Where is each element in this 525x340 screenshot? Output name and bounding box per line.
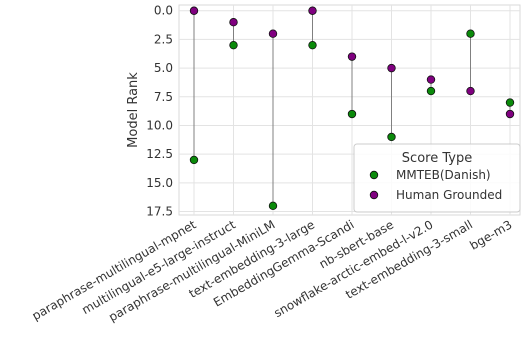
human-grounded-point xyxy=(466,86,475,96)
y-tick-label: 5.0 xyxy=(154,61,173,75)
mmteb-point xyxy=(308,40,317,50)
legend-entry: Human Grounded xyxy=(396,188,502,202)
y-axis-ticks: 0.0 2.5 5.0 7.5 10.0 12.5 15.0 17.5 xyxy=(146,4,173,219)
legend: Score Type MMTEB(Danish) Human Grounded xyxy=(353,143,521,213)
x-tick-label: paraphrase-multilingual-MiniLM xyxy=(106,217,277,324)
y-tick-label: 7.5 xyxy=(154,90,173,104)
y-tick-label: 15.0 xyxy=(146,176,173,190)
x-tick-label: bge-m3 xyxy=(467,217,514,252)
mmteb-point xyxy=(387,132,396,142)
human-grounded-point xyxy=(387,63,396,73)
mmteb-point xyxy=(189,155,199,165)
mmteb-point xyxy=(466,29,475,38)
mmteb-point xyxy=(426,86,436,96)
mmteb-point xyxy=(229,40,238,50)
human-grounded-point xyxy=(268,29,278,38)
y-axis-label: Model Rank xyxy=(126,72,141,148)
human-grounded-point xyxy=(426,75,436,84)
y-tick-label: 17.5 xyxy=(146,205,173,219)
mmteb-point xyxy=(505,98,515,107)
y-tick-label: 2.5 xyxy=(154,32,173,46)
legend-entry: MMTEB(Danish) xyxy=(396,168,491,182)
x-axis-ticks: paraphrase-multilingual-mpnetmultilingua… xyxy=(30,217,515,324)
y-tick-label: 0.0 xyxy=(154,4,173,18)
human-grounded-point xyxy=(347,52,357,61)
human-grounded-point xyxy=(308,6,317,15)
legend-box xyxy=(353,143,521,213)
mmteb-point xyxy=(268,201,278,211)
mmteb-point xyxy=(347,109,357,119)
data-points xyxy=(189,6,515,211)
y-tick-label: 12.5 xyxy=(146,147,173,161)
human-grounded-point xyxy=(505,109,515,119)
legend-items: MMTEB(Danish) Human Grounded xyxy=(369,168,502,202)
legend-marker xyxy=(369,190,379,200)
human-grounded-point xyxy=(189,6,199,15)
legend-marker xyxy=(369,170,379,180)
y-tick-label: 10.0 xyxy=(146,118,173,132)
human-grounded-point xyxy=(229,18,238,27)
legend-title: Score Type xyxy=(402,151,472,166)
